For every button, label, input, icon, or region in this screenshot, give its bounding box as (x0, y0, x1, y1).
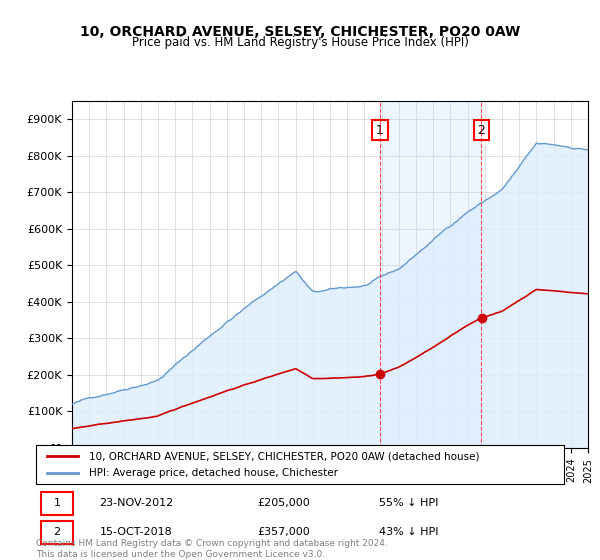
Text: £205,000: £205,000 (258, 498, 311, 508)
Text: Contains HM Land Registry data © Crown copyright and database right 2024.
This d: Contains HM Land Registry data © Crown c… (36, 539, 388, 559)
Text: Price paid vs. HM Land Registry's House Price Index (HPI): Price paid vs. HM Land Registry's House … (131, 36, 469, 49)
Text: HPI: Average price, detached house, Chichester: HPI: Average price, detached house, Chic… (89, 468, 338, 478)
Text: 1: 1 (376, 124, 384, 137)
FancyBboxPatch shape (41, 521, 73, 544)
Text: 10, ORCHARD AVENUE, SELSEY, CHICHESTER, PO20 0AW (detached house): 10, ORCHARD AVENUE, SELSEY, CHICHESTER, … (89, 451, 479, 461)
Text: 2: 2 (477, 124, 485, 137)
Text: 2: 2 (53, 528, 61, 538)
FancyBboxPatch shape (41, 492, 73, 515)
Text: 23-NOV-2012: 23-NOV-2012 (100, 498, 173, 508)
FancyBboxPatch shape (36, 445, 564, 484)
Text: £357,000: £357,000 (258, 528, 311, 538)
Bar (380, 101, 481, 448)
Text: 10, ORCHARD AVENUE, SELSEY, CHICHESTER, PO20 0AW: 10, ORCHARD AVENUE, SELSEY, CHICHESTER, … (80, 25, 520, 39)
Text: 55% ↓ HPI: 55% ↓ HPI (379, 498, 439, 508)
Text: 43% ↓ HPI: 43% ↓ HPI (379, 528, 439, 538)
Text: 15-OCT-2018: 15-OCT-2018 (100, 528, 172, 538)
Text: 1: 1 (53, 498, 61, 508)
